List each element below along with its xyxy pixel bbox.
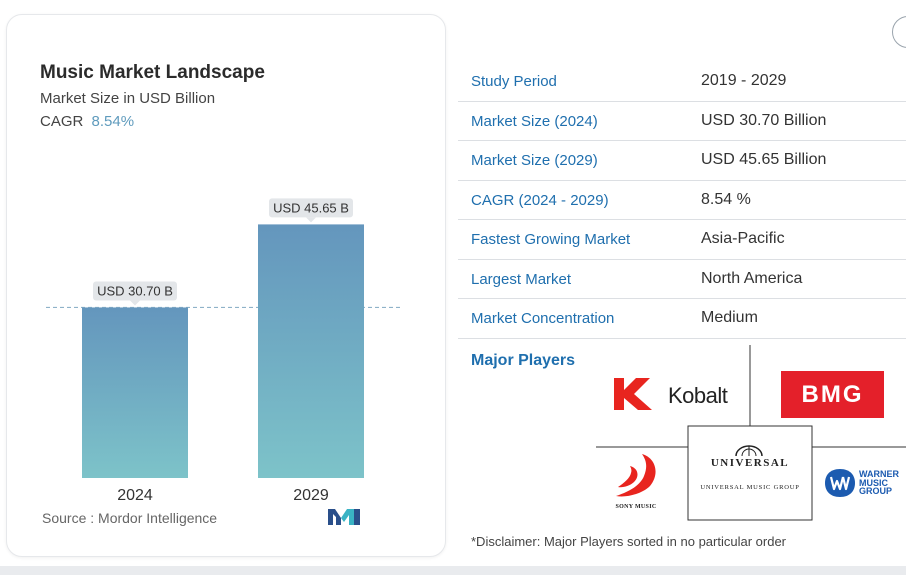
table-row: Market Size (2029) USD 45.65 Billion [458, 141, 906, 181]
table-row: Market Concentration Medium [458, 299, 906, 339]
universal-globe-icon [735, 445, 763, 457]
bar-2029 [258, 224, 364, 478]
row-value: 2019 - 2029 [701, 72, 787, 89]
table-row: CAGR (2024 - 2029) 8.54 % [458, 181, 906, 220]
data-label-bubble [93, 281, 177, 301]
major-players-title: Major Players [471, 352, 576, 369]
disclaimer-note: *Disclaimer: Major Players sorted in no … [471, 534, 787, 549]
bottom-strip [0, 566, 906, 575]
sony-music-icon [616, 454, 656, 497]
data-label-pointer [130, 300, 140, 306]
chart-title: Music Market Landscape [40, 62, 265, 83]
row-label: Market Concentration [471, 310, 615, 327]
chart-card [6, 14, 446, 557]
row-value: USD 45.65 Billion [701, 151, 827, 168]
row-value: Medium [701, 309, 758, 326]
chart-cagr: CAGR 8.54% [40, 113, 134, 130]
table-row: Largest Market North America [458, 260, 906, 299]
warner-music-icon [825, 469, 855, 497]
row-label: Study Period [471, 73, 557, 90]
source-note: Source : Mordor Intelligence [42, 510, 218, 526]
data-label-bubble [269, 198, 353, 218]
bar-chart: USD 30.70 B 2024 USD 45.65 B 2029 [46, 198, 402, 504]
row-value: 8.54 % [701, 190, 751, 208]
warner-line-3: GROUP [859, 486, 893, 496]
bar-2024 [82, 307, 188, 478]
bmg-logo-text: BMG [801, 381, 864, 408]
table-row: Study Period 2019 - 2029 [458, 62, 906, 102]
row-label: Fastest Growing Market [471, 231, 631, 248]
kobalt-logo-text: Kobalt [668, 383, 728, 408]
cagr-label: CAGR [40, 113, 84, 130]
bmg-logo: BMG [781, 371, 884, 418]
market-info-table: Study Period 2019 - 2029 Market Size (20… [458, 62, 906, 339]
x-tick-label: 2029 [293, 487, 329, 504]
major-players-grid [596, 345, 906, 521]
warner-line-1: WARNER [859, 469, 899, 479]
universal-logo-box [687, 425, 813, 521]
data-label: USD 30.70 B [97, 283, 173, 298]
warner-line-2: MUSIC [859, 477, 888, 488]
warner-music-text: WARNER MUSIC GROUP [859, 470, 899, 496]
table-row: Market Size (2024) USD 30.70 Billion [458, 102, 906, 141]
kobalt-k-icon [614, 378, 652, 410]
data-label-pointer [306, 217, 316, 223]
mordor-intelligence-logo-icon [328, 509, 360, 525]
table-row: Fastest Growing Market Asia-Pacific [458, 220, 906, 260]
row-label: CAGR (2024 - 2029) [471, 191, 609, 209]
row-value: USD 30.70 Billion [701, 111, 827, 129]
row-value: Asia-Pacific [701, 230, 785, 247]
data-label: USD 45.65 B [273, 200, 349, 215]
row-label: Market Size (2029) [471, 152, 598, 169]
chart-subtitle: Market Size in USD Billion [40, 90, 216, 107]
row-label: Largest Market [471, 270, 572, 288]
row-value: North America [701, 269, 803, 287]
universal-logo-text: UNIVERSAL [710, 457, 790, 469]
x-tick-label: 2024 [117, 487, 153, 504]
row-label: Market Size (2024) [471, 112, 598, 130]
sony-music-text: SONY MUSIC [615, 504, 657, 510]
universal-logo-subtext: UNIVERSAL MUSIC GROUP [700, 484, 800, 491]
cagr-value: 8.54% [91, 113, 135, 130]
